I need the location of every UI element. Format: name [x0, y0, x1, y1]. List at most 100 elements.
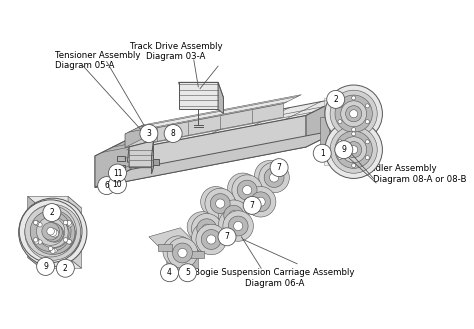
- Polygon shape: [27, 196, 82, 208]
- Circle shape: [228, 216, 248, 236]
- Polygon shape: [167, 246, 198, 277]
- Circle shape: [259, 162, 289, 193]
- Circle shape: [109, 176, 127, 194]
- Circle shape: [25, 206, 76, 257]
- Circle shape: [216, 199, 225, 208]
- Circle shape: [234, 221, 243, 231]
- Circle shape: [241, 185, 272, 215]
- Circle shape: [335, 95, 373, 133]
- Circle shape: [161, 264, 179, 282]
- Text: 7: 7: [250, 201, 255, 210]
- Circle shape: [168, 241, 188, 261]
- Polygon shape: [125, 125, 143, 147]
- Circle shape: [51, 230, 59, 237]
- Circle shape: [191, 222, 222, 253]
- Circle shape: [68, 222, 72, 227]
- Text: 1: 1: [320, 149, 325, 158]
- Circle shape: [34, 220, 38, 225]
- Circle shape: [243, 196, 261, 215]
- Text: 7: 7: [225, 232, 229, 241]
- Circle shape: [30, 211, 71, 252]
- Circle shape: [229, 211, 238, 220]
- Circle shape: [178, 248, 187, 258]
- Polygon shape: [68, 196, 82, 268]
- Circle shape: [36, 217, 65, 245]
- Circle shape: [224, 214, 244, 234]
- Circle shape: [252, 195, 261, 205]
- Circle shape: [50, 249, 55, 253]
- Text: 5: 5: [185, 268, 190, 277]
- Polygon shape: [125, 95, 301, 134]
- Text: Tensioner Assembly
Diagram 05-A: Tensioner Assembly Diagram 05-A: [55, 51, 140, 70]
- Circle shape: [47, 227, 55, 235]
- Circle shape: [205, 188, 236, 219]
- Circle shape: [224, 205, 244, 225]
- Circle shape: [338, 140, 342, 144]
- Text: Idler Assembly
Diagram 08-A or 08-B: Idler Assembly Diagram 08-A or 08-B: [374, 164, 467, 184]
- Circle shape: [38, 222, 42, 227]
- Circle shape: [31, 210, 75, 255]
- Circle shape: [202, 224, 211, 233]
- Text: 7: 7: [277, 163, 282, 172]
- Circle shape: [164, 125, 182, 142]
- Circle shape: [67, 220, 72, 225]
- Circle shape: [365, 140, 369, 144]
- Circle shape: [38, 240, 42, 244]
- Circle shape: [207, 235, 216, 244]
- Circle shape: [210, 194, 230, 214]
- Circle shape: [225, 209, 234, 218]
- Polygon shape: [320, 117, 328, 145]
- Circle shape: [25, 204, 81, 260]
- Polygon shape: [95, 129, 342, 188]
- Polygon shape: [125, 104, 283, 147]
- Circle shape: [179, 264, 197, 282]
- Polygon shape: [218, 82, 223, 114]
- Circle shape: [229, 220, 238, 229]
- Circle shape: [43, 204, 61, 221]
- Circle shape: [265, 171, 274, 180]
- Circle shape: [67, 239, 72, 244]
- Circle shape: [197, 228, 217, 248]
- Circle shape: [98, 177, 116, 194]
- Circle shape: [233, 178, 253, 198]
- Text: 3: 3: [146, 129, 151, 138]
- Circle shape: [206, 192, 226, 212]
- Circle shape: [49, 228, 57, 237]
- Polygon shape: [27, 196, 41, 268]
- Text: 10: 10: [113, 180, 122, 189]
- Circle shape: [352, 128, 356, 132]
- Text: 2: 2: [333, 95, 338, 104]
- Circle shape: [41, 219, 69, 247]
- Circle shape: [18, 198, 87, 266]
- Text: 9: 9: [341, 145, 346, 154]
- Circle shape: [201, 230, 221, 249]
- Circle shape: [197, 219, 217, 239]
- Text: 11: 11: [113, 168, 122, 178]
- Circle shape: [335, 141, 353, 159]
- Circle shape: [238, 184, 247, 193]
- Text: 8: 8: [171, 129, 175, 138]
- Circle shape: [211, 197, 220, 206]
- Circle shape: [163, 236, 193, 266]
- Polygon shape: [118, 165, 125, 170]
- Circle shape: [42, 222, 59, 240]
- Polygon shape: [158, 244, 172, 251]
- Circle shape: [35, 213, 75, 254]
- Circle shape: [327, 90, 345, 108]
- Circle shape: [46, 225, 64, 242]
- Polygon shape: [27, 258, 82, 268]
- Circle shape: [346, 141, 362, 158]
- Circle shape: [219, 204, 239, 223]
- Circle shape: [214, 198, 245, 229]
- Circle shape: [338, 120, 342, 124]
- Circle shape: [352, 96, 356, 100]
- Circle shape: [255, 161, 285, 191]
- Circle shape: [173, 247, 183, 256]
- Circle shape: [64, 238, 68, 242]
- Circle shape: [223, 211, 254, 241]
- Circle shape: [53, 248, 57, 253]
- Circle shape: [246, 190, 266, 210]
- Circle shape: [196, 224, 227, 255]
- Text: 2: 2: [49, 208, 54, 217]
- Circle shape: [219, 209, 249, 240]
